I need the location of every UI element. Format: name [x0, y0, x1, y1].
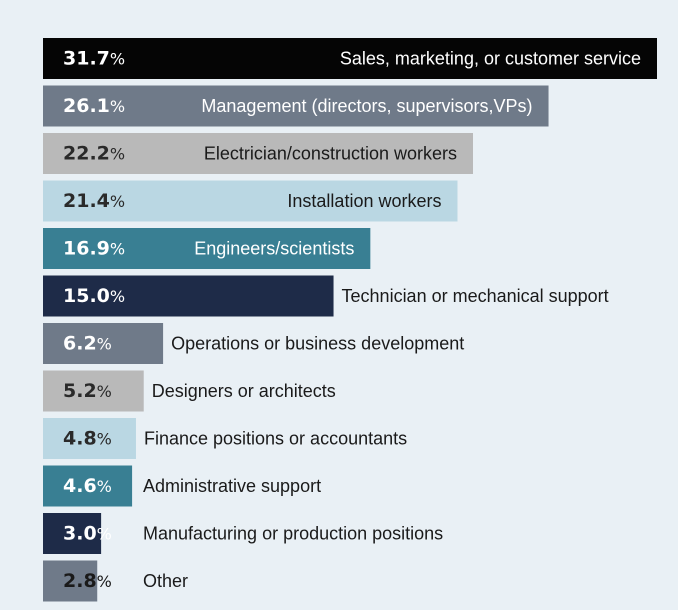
bar-group: 4.6% Administrative support [43, 465, 321, 507]
bar-value-label: 5.2% [63, 380, 112, 402]
bar-group: 4.8% Finance positions or accountants [43, 418, 407, 459]
bar [43, 228, 371, 269]
bar-group: 26.1% Management (directors, supervisors,… [43, 85, 549, 127]
bar [43, 38, 657, 79]
bar-category-label: Manufacturing or production positions [143, 524, 443, 544]
bar-group: 16.9% Engineers/scientists [43, 228, 371, 269]
bar-value-label: 26.1% [63, 95, 125, 117]
bar-group: 2.8% Other [43, 560, 188, 602]
bar-value-label: 4.8% [63, 428, 112, 450]
bar-value-label: 4.6% [63, 475, 112, 497]
bar-group: 6.2% Operations or business development [43, 323, 464, 364]
bar-value-label: 15.0% [63, 285, 125, 307]
bar [43, 180, 458, 222]
bar-group: 3.0% Manufacturing or production position… [43, 513, 443, 554]
bar-group: 22.2% Electrician/construction workers [43, 133, 473, 174]
bar [43, 513, 102, 554]
bar-category-label: Designers or architects [152, 381, 336, 401]
bar-category-label: Administrative support [143, 476, 321, 496]
bar-group: 31.7% Sales, marketing, or customer servi… [43, 38, 657, 79]
bar-value-label: 31.7% [63, 48, 125, 70]
bar-category-label: Engineers/scientists [194, 239, 354, 259]
bar-value-label: 21.4% [63, 190, 125, 212]
bar [43, 370, 144, 412]
bar-group: 21.4% Installation workers [43, 180, 458, 222]
bar-group: 15.0% Technician or mechanical support [43, 275, 609, 317]
bar-category-label: Other [143, 571, 188, 591]
bar-value-label: 2.8% [63, 570, 112, 592]
bar-category-label: Operations or business development [171, 334, 464, 354]
bar-category-label: Management (directors, supervisors,VPs) [201, 96, 532, 116]
bar-value-label: 3.0% [63, 523, 112, 545]
bar-category-label: Installation workers [287, 191, 441, 211]
bar-value-label: 22.2% [63, 143, 125, 165]
bar-category-label: Electrician/construction workers [204, 144, 457, 164]
bar-group: 5.2% Designers or architects [43, 370, 336, 412]
bar-category-label: Technician or mechanical support [342, 286, 609, 306]
bar-category-label: Sales, marketing, or customer service [340, 49, 641, 69]
bar [43, 323, 164, 364]
bar-value-label: 16.9% [63, 238, 125, 260]
bar [43, 418, 136, 459]
bar-category-label: Finance positions or accountants [144, 429, 407, 449]
bar-value-label: 6.2% [63, 333, 112, 355]
bar [43, 560, 98, 602]
bar [43, 465, 133, 507]
bar [43, 85, 549, 127]
bar [43, 275, 334, 317]
bar [43, 133, 473, 174]
